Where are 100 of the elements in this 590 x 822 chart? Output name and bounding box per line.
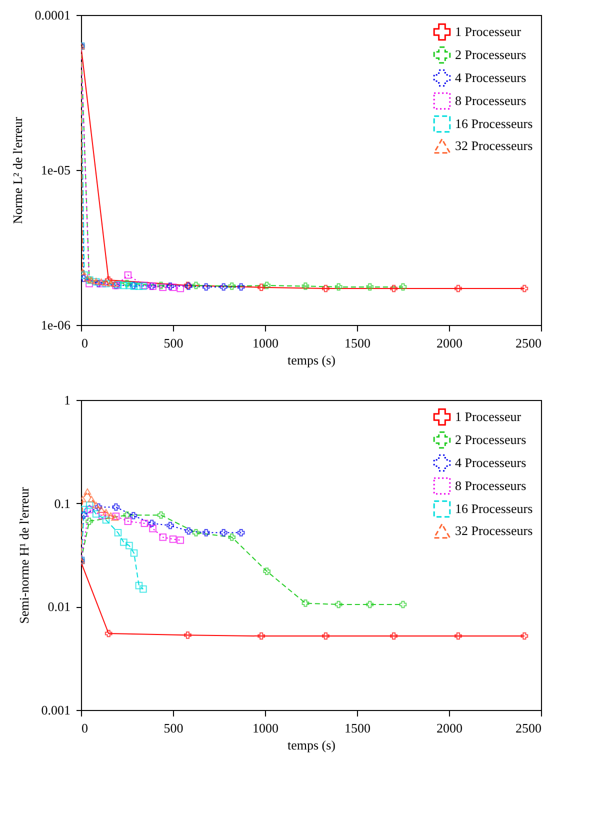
point (148, 520, 156, 528)
point (126, 282, 133, 290)
point (366, 283, 374, 291)
point (86, 506, 93, 514)
legend-label: 8 Processeurs (455, 93, 526, 108)
point (166, 282, 174, 290)
point (334, 600, 342, 608)
point (104, 630, 112, 638)
point (104, 276, 112, 284)
y-axis-title: Norme L² de l'erreur (10, 116, 25, 224)
point (81, 274, 88, 282)
point (135, 582, 143, 590)
point (111, 280, 119, 287)
point (258, 284, 265, 291)
point (454, 284, 462, 292)
point (258, 632, 265, 640)
y-tick-label: 0.1 (54, 496, 70, 511)
point (92, 510, 100, 518)
x-tick-label: 500 (164, 720, 184, 736)
point (112, 503, 120, 511)
point (399, 600, 407, 608)
point (123, 280, 131, 288)
x-axis-title: temps (s) (287, 352, 336, 368)
point (202, 529, 210, 536)
point (176, 536, 184, 544)
legend-label: 8 Processeurs (455, 478, 526, 493)
point (220, 529, 228, 536)
x-tick-label: 2500 (516, 720, 542, 736)
point (157, 511, 165, 519)
legend-label: 1 Processeur (455, 24, 522, 39)
point (192, 529, 200, 536)
point (140, 585, 147, 593)
point (149, 524, 156, 532)
point (140, 520, 148, 528)
y-tick-label: 0.001 (41, 702, 70, 718)
point (84, 488, 92, 495)
point (520, 284, 528, 292)
point (184, 527, 192, 535)
point (237, 529, 245, 536)
point (169, 284, 177, 291)
point (124, 518, 132, 525)
point (102, 509, 110, 516)
point (322, 632, 330, 640)
point (228, 534, 236, 541)
point (81, 506, 88, 514)
point (94, 503, 102, 511)
legend-label: 16 Processeurs (455, 501, 533, 516)
point (334, 283, 342, 291)
point (228, 282, 236, 290)
x-tick-label: 0 (82, 720, 88, 736)
y-axis-title: Semi-norme H¹ de l'erreur (16, 486, 32, 624)
point (399, 283, 407, 291)
point (237, 283, 245, 291)
point (302, 600, 310, 607)
point (94, 280, 102, 288)
point (120, 538, 128, 546)
legend-label: 4 Processeurs (455, 70, 526, 85)
point (102, 516, 110, 524)
point (366, 600, 374, 608)
y-tick-label: 0.01 (48, 599, 70, 614)
point (220, 283, 228, 291)
point (520, 632, 528, 640)
legend-label: 32 Processeurs (455, 138, 533, 153)
x-axis-title: temps (s) (287, 738, 336, 752)
point (98, 506, 105, 513)
legend-label: 1 Processeur (455, 409, 522, 424)
x-tick-label: 1500 (344, 336, 370, 350)
point (92, 502, 100, 508)
point (390, 284, 398, 292)
point (176, 284, 184, 292)
legend-label: 2 Processeurs (455, 47, 526, 62)
y-tick-label: 1e-05 (40, 162, 70, 178)
point (130, 549, 138, 557)
x-tick-label: 1000 (252, 720, 278, 736)
point (263, 568, 270, 575)
point (114, 529, 122, 536)
y-tick-label: 1e-06 (40, 318, 71, 332)
point (88, 496, 96, 502)
point (166, 522, 174, 530)
point (86, 280, 93, 288)
point (107, 280, 114, 286)
legend-label: 4 Processeurs (455, 455, 526, 470)
point (263, 282, 270, 290)
point (86, 502, 94, 509)
y-tick-label: 0.0001 (34, 8, 70, 22)
point (192, 282, 200, 290)
point (130, 512, 138, 520)
point (159, 534, 167, 541)
point (202, 283, 210, 291)
y-tick-label: 1 (64, 392, 70, 408)
point (81, 271, 88, 279)
x-tick-label: 1000 (252, 336, 278, 350)
point (86, 518, 93, 525)
legend-label: 2 Processeurs (455, 432, 526, 447)
point (126, 542, 133, 550)
point (135, 282, 143, 290)
x-tick-label: 0 (82, 336, 88, 350)
x-tick-label: 2000 (436, 720, 462, 736)
x-tick-label: 1500 (344, 720, 370, 736)
point (169, 536, 177, 543)
